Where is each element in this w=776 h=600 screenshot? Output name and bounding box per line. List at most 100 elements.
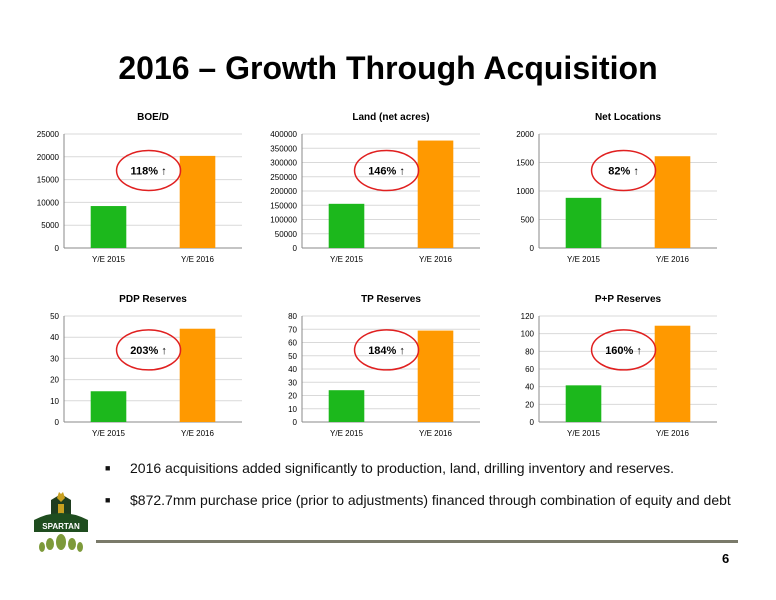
y-tick-label: 10 xyxy=(288,405,297,414)
y-tick-label: 10000 xyxy=(37,198,60,207)
x-tick-label: Y/E 2015 xyxy=(330,255,363,264)
spartan-logo: SPARTAN xyxy=(34,492,88,552)
y-tick-label: 100000 xyxy=(270,216,297,225)
y-tick-label: 60 xyxy=(525,365,534,374)
y-tick-label: 2000 xyxy=(516,130,534,139)
growth-annotation: 146% ↑ xyxy=(368,165,405,177)
y-tick-label: 250000 xyxy=(270,173,297,182)
y-tick-label: 100 xyxy=(521,330,535,339)
y-tick-label: 50 xyxy=(50,312,59,321)
bar-y-e-2015 xyxy=(565,197,602,248)
bullet-list: ■ 2016 acquisitions added significantly … xyxy=(105,458,745,522)
y-tick-label: 70 xyxy=(288,325,297,334)
y-tick-label: 1500 xyxy=(516,159,534,168)
y-tick-label: 150000 xyxy=(270,201,297,210)
y-tick-label: 0 xyxy=(293,418,298,427)
bar-y-e-2016 xyxy=(179,155,216,248)
x-tick-label: Y/E 2016 xyxy=(181,429,214,438)
x-tick-label: Y/E 2015 xyxy=(567,255,600,264)
y-tick-label: 25000 xyxy=(37,130,60,139)
chart-net-locations: Net Locations 0 500 1000 1500 2000 Y/E 2015 Y/E… xyxy=(516,112,717,264)
growth-circle xyxy=(115,149,182,192)
bar-y-e-2015 xyxy=(565,385,602,422)
growth-circle xyxy=(353,329,420,371)
growth-annotation: 118% ↑ xyxy=(131,165,167,177)
growth-annotation: 82% ↑ xyxy=(608,165,639,177)
y-tick-label: 350000 xyxy=(270,144,297,153)
growth-circle xyxy=(353,149,420,192)
x-tick-label: Y/E 2016 xyxy=(181,255,214,264)
y-tick-label: 0 xyxy=(293,244,298,253)
x-tick-label: Y/E 2015 xyxy=(330,429,363,438)
logo-text: SPARTAN xyxy=(42,522,80,531)
x-tick-label: Y/E 2016 xyxy=(419,255,452,264)
x-tick-label: Y/E 2015 xyxy=(567,429,600,438)
chart-pp-reserves: P+P Reserves 0 20 40 60 80 100 120 Y/E 2015 Y/E 2… xyxy=(521,294,717,438)
bar-y-e-2016 xyxy=(654,325,691,422)
bullet-text: 2016 acquisitions added significantly to… xyxy=(130,460,674,476)
y-tick-label: 300000 xyxy=(270,159,297,168)
bullet-square-icon: ■ xyxy=(105,463,111,473)
bullet-text: $872.7mm purchase price (prior to adjust… xyxy=(130,492,731,508)
bar-y-e-2015 xyxy=(328,203,365,248)
chart-title: Land (net acres) xyxy=(352,112,429,123)
chart-land-net-acres: Land (net acres) 0 50000 100000 150000 200000… xyxy=(270,112,480,264)
y-tick-label: 0 xyxy=(530,418,535,427)
y-tick-label: 40 xyxy=(525,383,534,392)
bar-y-e-2015 xyxy=(90,206,127,248)
y-tick-label: 5000 xyxy=(41,221,59,230)
growth-annotation: 160% ↑ xyxy=(605,345,642,357)
x-tick-label: Y/E 2015 xyxy=(92,429,125,438)
y-tick-label: 500 xyxy=(521,216,535,225)
y-tick-label: 0 xyxy=(55,244,60,253)
chart-title: TP Reserves xyxy=(361,294,421,305)
y-tick-label: 20 xyxy=(288,392,297,401)
bullet-item: ■ $872.7mm purchase price (prior to adju… xyxy=(105,490,745,510)
y-tick-label: 20 xyxy=(50,376,59,385)
bar-y-e-2016 xyxy=(417,330,454,422)
y-tick-label: 0 xyxy=(55,418,60,427)
y-tick-label: 200000 xyxy=(270,187,297,196)
y-tick-label: 30 xyxy=(50,354,59,363)
growth-annotation: 184% ↑ xyxy=(368,345,405,357)
y-tick-label: 1000 xyxy=(516,187,534,196)
y-tick-label: 40 xyxy=(288,365,297,374)
chart-title: Net Locations xyxy=(595,112,662,123)
chart-title: P+P Reserves xyxy=(595,294,662,305)
y-tick-label: 0 xyxy=(530,244,535,253)
y-tick-label: 10 xyxy=(50,397,59,406)
bar-y-e-2016 xyxy=(417,140,454,248)
bar-y-e-2015 xyxy=(90,391,127,422)
growth-circle xyxy=(590,329,657,371)
y-tick-label: 80 xyxy=(525,347,534,356)
y-tick-label: 120 xyxy=(521,312,535,321)
y-tick-label: 20000 xyxy=(37,153,60,162)
x-tick-label: Y/E 2015 xyxy=(92,255,125,264)
y-tick-label: 80 xyxy=(288,312,297,321)
y-tick-label: 15000 xyxy=(37,176,60,185)
y-tick-label: 400000 xyxy=(270,130,297,139)
chart-title: PDP Reserves xyxy=(119,294,187,305)
bullet-item: ■ 2016 acquisitions added significantly … xyxy=(105,458,745,478)
y-tick-label: 60 xyxy=(288,339,297,348)
slide-title: 2016 – Growth Through Acquisition xyxy=(118,50,658,86)
bar-y-e-2016 xyxy=(179,328,216,422)
chart-boe-d: BOE/D 0 5000 10000 15000 20000 25000 Y/E 2015 Y/… xyxy=(37,112,242,264)
chart-tp-reserves: TP Reserves 0 10 20 30 40 50 60 70 80 Y/E 2015 Y/E … xyxy=(288,294,480,438)
y-tick-label: 40 xyxy=(50,333,59,342)
bar-y-e-2015 xyxy=(328,390,365,422)
chart-pdp-reserves: PDP Reserves 0 10 20 30 40 50 Y/E 2015 Y/E 2016 2… xyxy=(50,294,242,438)
y-tick-label: 50000 xyxy=(275,230,298,239)
growth-circle xyxy=(115,329,182,371)
page-number: 6 xyxy=(722,551,730,566)
footer-divider xyxy=(96,540,738,543)
growth-circle xyxy=(590,149,657,192)
chart-title: BOE/D xyxy=(137,112,169,123)
growth-annotation: 203% ↑ xyxy=(130,345,167,357)
y-tick-label: 30 xyxy=(288,378,297,387)
x-tick-label: Y/E 2016 xyxy=(656,429,689,438)
y-tick-label: 50 xyxy=(288,352,297,361)
x-tick-label: Y/E 2016 xyxy=(656,255,689,264)
bullet-square-icon: ■ xyxy=(105,495,111,505)
x-tick-label: Y/E 2016 xyxy=(419,429,452,438)
